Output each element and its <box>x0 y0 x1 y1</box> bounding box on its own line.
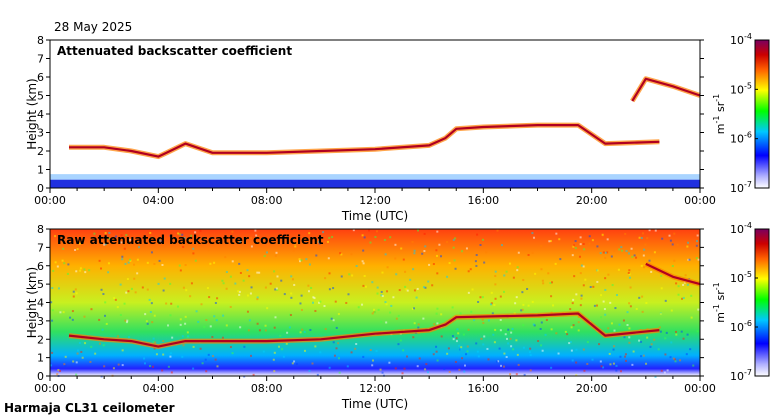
instrument-label: Harmaja CL31 ceilometer <box>4 401 175 415</box>
x-tick-label: 08:00 <box>251 194 283 207</box>
x-tick-label: 00:00 <box>34 194 66 207</box>
colorbar-label: 10-7 <box>730 180 752 195</box>
y-tick-label: 8 <box>37 34 44 47</box>
y-tick-label: 8 <box>37 223 44 236</box>
y-axis-label: Height (km) <box>25 267 39 338</box>
colorbar-unit: m-1 sr-1 <box>712 282 727 322</box>
y-tick-label: 2 <box>37 333 44 346</box>
y-tick-label: 5 <box>37 278 44 291</box>
y-tick-label: 4 <box>37 297 44 310</box>
colorbar <box>754 39 770 189</box>
colorbar-label: 10-5 <box>730 81 752 96</box>
x-axis-label: Time (UTC) <box>341 397 408 411</box>
colorbar <box>754 228 770 377</box>
colorbar-label: 10-4 <box>730 32 752 47</box>
x-tick-label: 12:00 <box>359 382 391 395</box>
layer-line <box>69 123 660 158</box>
surface-band <box>50 179 700 188</box>
x-tick-label: 12:00 <box>359 194 391 207</box>
colorbar-label: 10-6 <box>730 131 752 146</box>
colorbar-label: 10-6 <box>730 319 752 334</box>
x-tick-label: 20:00 <box>576 382 608 395</box>
colorbar-label: 10-7 <box>730 368 752 383</box>
x-axis-label: Time (UTC) <box>341 209 408 223</box>
x-tick-label: 00:00 <box>684 382 716 395</box>
y-tick-label: 0 <box>37 182 44 195</box>
panel-title: Attenuated backscatter coefficient <box>57 44 292 58</box>
colorbar-label: 10-4 <box>730 221 752 236</box>
colorbar-unit: m-1 sr-1 <box>712 94 727 134</box>
y-tick-label: 3 <box>37 315 44 328</box>
plot-background <box>50 40 700 188</box>
colorbar-label: 10-5 <box>730 270 752 285</box>
y-tick-label: 4 <box>37 108 44 121</box>
y-tick-label: 7 <box>37 241 44 254</box>
raw-noise-field <box>50 229 700 376</box>
y-tick-label: 0 <box>37 370 44 383</box>
layer-line <box>645 262 701 286</box>
y-tick-label: 5 <box>37 90 44 103</box>
x-tick-label: 00:00 <box>684 194 716 207</box>
surface-band-upper <box>50 174 700 180</box>
y-tick-label: 3 <box>37 127 44 140</box>
x-tick-label: 04:00 <box>142 382 174 395</box>
y-tick-label: 1 <box>37 352 44 365</box>
x-tick-label: 00:00 <box>34 382 66 395</box>
x-tick-label: 20:00 <box>576 194 608 207</box>
x-tick-label: 16:00 <box>467 382 499 395</box>
x-tick-label: 08:00 <box>251 382 283 395</box>
y-tick-label: 1 <box>37 164 44 177</box>
x-tick-label: 16:00 <box>467 194 499 207</box>
y-axis-label: Height (km) <box>25 78 39 149</box>
y-tick-label: 7 <box>37 53 44 66</box>
layer-line <box>68 312 660 348</box>
y-tick-label: 6 <box>37 71 44 84</box>
x-tick-label: 04:00 <box>142 194 174 207</box>
y-tick-label: 2 <box>37 145 44 158</box>
y-tick-label: 6 <box>37 260 44 273</box>
panel-title: Raw attenuated backscatter coefficient <box>57 233 324 247</box>
layer-line <box>631 77 701 102</box>
date-label: 28 May 2025 <box>54 20 133 34</box>
